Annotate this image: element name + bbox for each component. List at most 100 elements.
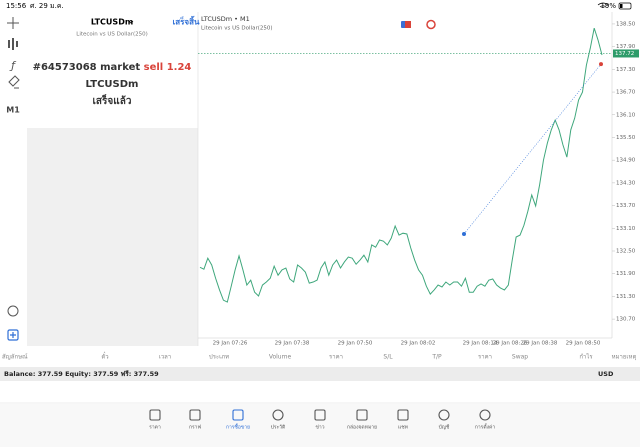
price-line: [199, 27, 603, 303]
tabs: ราคา กราฟ การซื้อขาย ประวัติ ข่าว กล่องจดหมาย…: [149, 409, 496, 431]
column-header: หมายเหตุ: [612, 354, 637, 361]
tab-label[interactable]: การซื้อขาย: [226, 422, 250, 431]
y-tick-label: 138.50: [616, 21, 636, 27]
order-volume: 1.24: [167, 62, 192, 73]
tab-icon[interactable]: [232, 409, 244, 421]
y-tick-label: 137.90: [616, 44, 636, 50]
objects-tool[interactable]: [8, 75, 20, 89]
tab-icon[interactable]: [479, 409, 491, 421]
column-header: Swap: [512, 354, 528, 361]
tab-icon[interactable]: [314, 409, 326, 421]
column-header: เวลา: [159, 354, 171, 361]
depth-icon[interactable]: [426, 19, 436, 30]
tab-icon[interactable]: [438, 409, 450, 421]
balance-value: 377.59: [93, 370, 119, 378]
tab-icon[interactable]: [356, 409, 368, 421]
balance-currency: USD: [598, 370, 614, 378]
function-tool[interactable]: ƒ: [9, 59, 17, 72]
y-tick-label: 130.70: [616, 317, 636, 323]
balance-bar: [0, 367, 640, 381]
order-id: #64573068: [33, 62, 97, 73]
balance-label: Balance:: [4, 370, 35, 378]
column-header: ราคา: [329, 354, 343, 361]
tab-label[interactable]: บัญชี: [439, 424, 450, 431]
order-panel: [27, 12, 198, 128]
tab-label[interactable]: กล่องจดหมาย: [347, 425, 377, 431]
y-tick-label: 134.90: [616, 158, 636, 164]
x-tick-label: 29 Jan 07:50: [338, 341, 373, 347]
battery-icon: [618, 2, 632, 10]
wifi-icon: [597, 2, 609, 8]
tab-label[interactable]: ราคา: [149, 425, 161, 431]
y-tick-label: 132.50: [616, 248, 636, 254]
panel-symbol[interactable]: LTCUSDm: [91, 18, 133, 27]
y-tick-label: 136.10: [616, 112, 636, 118]
chevron: [128, 20, 134, 24]
chart-subtitle: Litecoin vs US Dollar(250): [201, 26, 273, 32]
y-tick-label: 133.70: [616, 203, 636, 209]
column-header: กำไร: [579, 353, 593, 361]
column-header: ตั๋ว: [101, 351, 108, 360]
tab-label[interactable]: การตั้งค่า: [475, 422, 496, 431]
tab-icon[interactable]: [272, 409, 284, 421]
column-header: ประเภท: [209, 354, 229, 361]
balance-row: Balance: 377.59 Equity: 377.59 ฟรี: 377.…: [4, 370, 159, 378]
tab-label[interactable]: แชท: [398, 425, 408, 431]
order-symbol: LTCUSDm: [86, 79, 139, 90]
x-tick-label: 29 Jan 07:26: [213, 341, 248, 347]
x-tick-label: 29 Jan 08:14: [463, 341, 498, 347]
panel-description: Litecoin vs US Dollar(250): [76, 32, 148, 38]
balance-value: 377.59: [38, 370, 64, 378]
indicator-tool[interactable]: [8, 38, 18, 50]
column-header: T/P: [431, 354, 442, 361]
chart-title: LTCUSDm • M1: [201, 15, 250, 23]
y-tick-label: 136.70: [616, 90, 636, 96]
new-order-plus: [10, 332, 16, 338]
balance-label: Equity:: [65, 370, 91, 378]
y-tick-label: 134.30: [616, 180, 636, 186]
trade-close: [599, 62, 603, 67]
order-side: sell: [144, 62, 164, 73]
column-header: S/L: [383, 354, 393, 361]
tab-icon[interactable]: [397, 409, 409, 421]
column-header: สัญลักษณ์: [2, 353, 28, 361]
chart: 138.50 137.90 137.30 136.70 136.10 135.50 134.…: [198, 21, 639, 347]
column-header: ราคา: [478, 354, 492, 361]
y-tick-label: 135.50: [616, 135, 636, 141]
x-tick-label: 29 Jan 08:50: [566, 341, 601, 347]
positions-empty: [0, 381, 640, 403]
status-time: 15:56: [6, 2, 27, 10]
balance-value: 377.59: [134, 370, 160, 378]
status-date: ศ. 29 ม.ค.: [30, 2, 64, 10]
tab-label[interactable]: ข่าว: [315, 425, 324, 431]
crosshair-tool[interactable]: [7, 17, 19, 29]
x-tick-label: 29 Jan 08:38: [523, 341, 558, 347]
trade-open: [462, 231, 466, 236]
bid-label-box: [613, 49, 639, 58]
tab-bar: [0, 404, 640, 447]
balance-label: ฟรี:: [121, 370, 132, 378]
one-click-icon-sell: [405, 21, 411, 28]
y-tick-label: 131.30: [616, 294, 636, 300]
tab-icon[interactable]: [189, 409, 201, 421]
table-header-row: สัญลักษณ์ ตั๋ว เวลา ประเภท Volume ราคา S/L T/P ร…: [2, 351, 636, 360]
tab-label[interactable]: ประวัติ: [271, 424, 286, 431]
done-button[interactable]: เสร็จสิ้น: [173, 16, 200, 27]
timeframe[interactable]: M1: [6, 106, 20, 115]
status-battery: 19%: [600, 2, 616, 10]
tab-icon[interactable]: [149, 409, 161, 421]
panel-empty: [27, 128, 198, 346]
new-order-tool[interactable]: [7, 329, 19, 341]
x-tick-label: 29 Jan 08:02: [401, 341, 436, 347]
table-header: [0, 347, 640, 367]
y-tick-label: 131.90: [616, 271, 636, 277]
tab-label[interactable]: กราฟ: [189, 425, 202, 431]
order-line: #64573068 market sell 1.24: [33, 62, 192, 73]
y-tick-label: 133.10: [616, 226, 636, 232]
order-kind: market: [100, 62, 140, 73]
column-header: Volume: [269, 354, 292, 361]
zoom-tool[interactable]: [7, 305, 19, 317]
bid-label: 137.72: [615, 51, 634, 57]
battery-level: [620, 4, 623, 8]
